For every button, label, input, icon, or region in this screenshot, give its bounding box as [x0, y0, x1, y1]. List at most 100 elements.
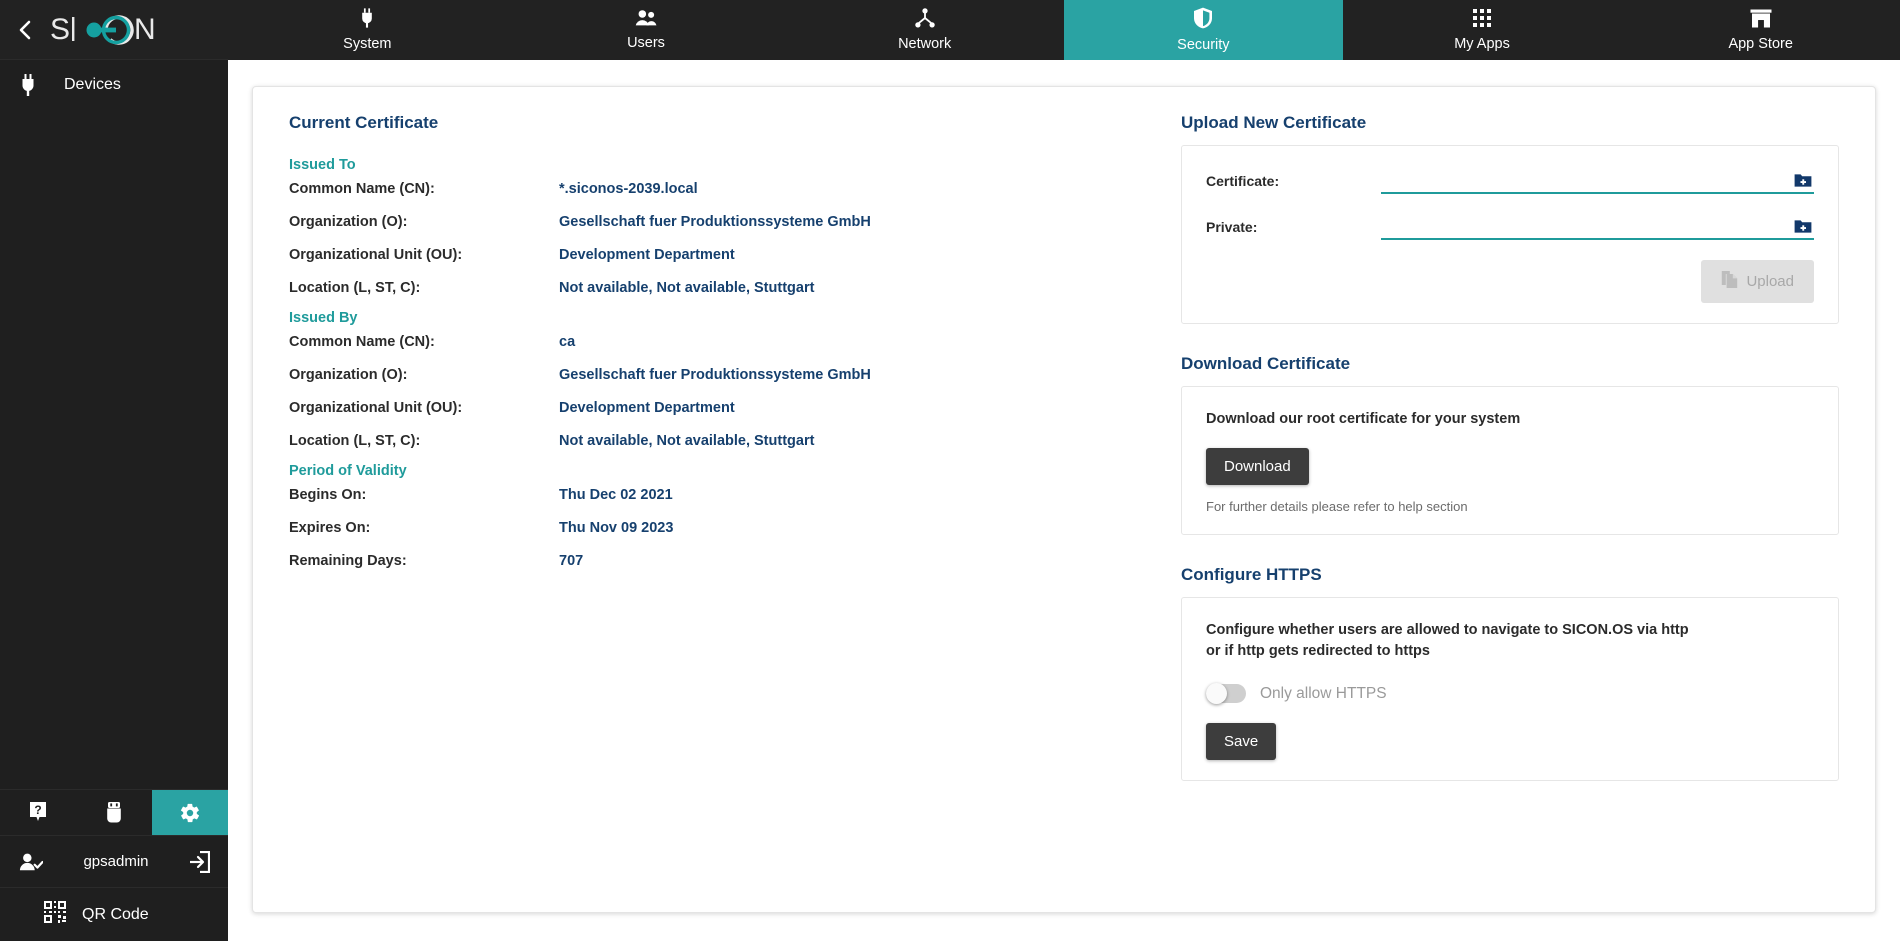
sidebar: S N — [0, 0, 228, 941]
tab-system[interactable]: System — [228, 0, 507, 60]
current-certificate-column: Current Certificate Issued To Common Nam… — [289, 113, 1131, 892]
cert-field-label: Begins On: — [289, 487, 367, 503]
cert-field-value: Development Department — [559, 247, 735, 263]
validity-heading: Period of Validity — [289, 463, 407, 479]
cert-field-value: Development Department — [559, 400, 735, 416]
folder-add-icon[interactable] — [1794, 172, 1812, 188]
file-copy-icon — [1721, 270, 1738, 293]
sidebar-settings-button[interactable] — [152, 790, 228, 835]
cert-field-value: Not available, Not available, Stuttgart — [559, 433, 815, 449]
upload-button[interactable]: Upload — [1701, 260, 1814, 303]
shield-icon — [1193, 7, 1213, 34]
https-section-title: Configure HTTPS — [1181, 565, 1322, 585]
network-icon — [914, 8, 935, 33]
sidebar-spacer — [0, 110, 228, 789]
folder-add-icon[interactable] — [1794, 218, 1812, 234]
download-button[interactable]: Download — [1206, 448, 1309, 486]
tab-network[interactable]: Network — [785, 0, 1064, 60]
plug-icon — [10, 74, 46, 96]
user-check-icon[interactable] — [4, 852, 58, 872]
certificate-field-label: Certificate: — [1206, 173, 1280, 189]
save-button[interactable]: Save — [1206, 723, 1277, 761]
tab-label: Network — [898, 36, 952, 52]
upload-button-label: Upload — [1746, 273, 1794, 290]
tab-label: Users — [627, 35, 665, 51]
content-area: Current Certificate Issued To Common Nam… — [228, 60, 1900, 941]
private-key-input[interactable] — [1381, 214, 1814, 240]
only-allow-https-label: Only allow HTTPS — [1260, 684, 1387, 702]
sidebar-username: gpsadmin — [83, 853, 149, 870]
cert-field-row: Location (L, ST, C): Not available, Not … — [289, 280, 1131, 296]
top-navigation: System Users — [228, 0, 1900, 60]
cert-field-value: Thu Dec 02 2021 — [559, 487, 673, 503]
cert-field-row: Expires On: Thu Nov 09 2023 — [289, 520, 1131, 536]
qr-code-icon — [44, 901, 66, 928]
save-button-label: Save — [1224, 733, 1259, 751]
download-section-title: Download Certificate — [1181, 354, 1351, 373]
certificate-input[interactable] — [1381, 168, 1814, 194]
cert-field-value: Thu Nov 09 2023 — [559, 520, 674, 536]
cert-field-value: ca — [559, 334, 576, 350]
cert-field-label: Location (L, ST, C): — [289, 433, 421, 449]
sidebar-usb-button[interactable] — [76, 790, 152, 835]
main-region: System Users — [228, 0, 1900, 941]
svg-text:?: ? — [34, 803, 41, 817]
private-input-wrap — [1381, 214, 1814, 240]
https-description-line1: Configure whether users are allowed to n… — [1206, 622, 1689, 639]
cert-field-label: Organizational Unit (OU): — [289, 400, 463, 416]
https-toggle-row: Only allow HTTPS — [1206, 683, 1814, 705]
validity-list: Begins On: Thu Dec 02 2021 Expires On: T… — [289, 487, 1131, 569]
sidebar-item-label: Devices — [64, 76, 121, 93]
tab-my-apps[interactable]: My Apps — [1343, 0, 1622, 60]
svg-text:S: S — [50, 13, 71, 46]
cert-field-label: Common Name (CN): — [289, 181, 435, 197]
cert-field-value: Gesellschaft fuer Produktionssysteme Gmb… — [559, 214, 871, 230]
sidebar-help-button[interactable]: ? — [0, 790, 76, 835]
cert-field-label: Organization (O): — [289, 214, 408, 230]
https-panel: Configure whether users are allowed to n… — [1181, 597, 1839, 782]
private-field-label: Private: — [1206, 219, 1258, 235]
download-panel: Download our root certificate for your s… — [1181, 386, 1839, 536]
qr-code-label: QR Code — [82, 905, 149, 923]
cert-field-value: Gesellschaft fuer Produktionssysteme Gmb… — [559, 367, 871, 383]
sidebar-qrcode-button[interactable]: QR Code — [0, 887, 228, 941]
upload-button-row: Upload — [1206, 260, 1814, 303]
issued-to-heading: Issued To — [289, 157, 356, 173]
issued-by-heading: Issued By — [289, 310, 358, 326]
toggle-knob — [1206, 683, 1227, 705]
only-allow-https-toggle[interactable] — [1206, 683, 1246, 705]
sidebar-nav: Devices — [0, 60, 228, 110]
tab-label: Security — [1177, 37, 1230, 53]
cert-field-label: Common Name (CN): — [289, 334, 435, 350]
private-field-row: Private: — [1206, 214, 1814, 240]
cert-field-row: Remaining Days: 707 — [289, 553, 1131, 569]
grid-apps-icon — [1472, 8, 1492, 33]
https-description-line2: or if http gets redirected to https — [1206, 643, 1430, 660]
sidebar-logo-row: S N — [0, 0, 228, 60]
plug-icon — [360, 8, 374, 33]
store-icon — [1750, 9, 1772, 33]
tab-app-store[interactable]: App Store — [1621, 0, 1900, 60]
tab-label: System — [343, 36, 392, 52]
chevron-left-icon[interactable] — [14, 17, 36, 43]
download-button-label: Download — [1224, 458, 1291, 476]
cert-field-label: Organization (O): — [289, 367, 408, 383]
cert-field-row: Organization (O): Gesellschaft fuer Prod… — [289, 367, 1131, 383]
tab-security[interactable]: Security — [1064, 0, 1343, 60]
logout-icon[interactable] — [174, 850, 224, 873]
certificate-field-row: Certificate: — [1206, 168, 1814, 194]
security-card: Current Certificate Issued To Common Nam… — [252, 86, 1876, 913]
cert-field-row: Organization (O): Gesellschaft fuer Prod… — [289, 214, 1131, 230]
sidebar-item-devices[interactable]: Devices — [0, 60, 228, 110]
cert-field-row: Organizational Unit (OU): Development De… — [289, 247, 1131, 263]
people-icon — [635, 9, 657, 32]
issued-by-list: Common Name (CN): ca Organization (O): G… — [289, 334, 1131, 449]
sidebar-user-row: gpsadmin — [0, 835, 228, 887]
https-save-row: Save — [1206, 723, 1814, 761]
cert-field-label: Expires On: — [289, 520, 371, 536]
cert-field-label: Remaining Days: — [289, 553, 407, 569]
tab-users[interactable]: Users — [507, 0, 786, 60]
cert-field-value: 707 — [559, 553, 584, 569]
upload-section-title: Upload New Certificate — [1181, 113, 1367, 132]
cert-field-row: Common Name (CN): ca — [289, 334, 1131, 350]
